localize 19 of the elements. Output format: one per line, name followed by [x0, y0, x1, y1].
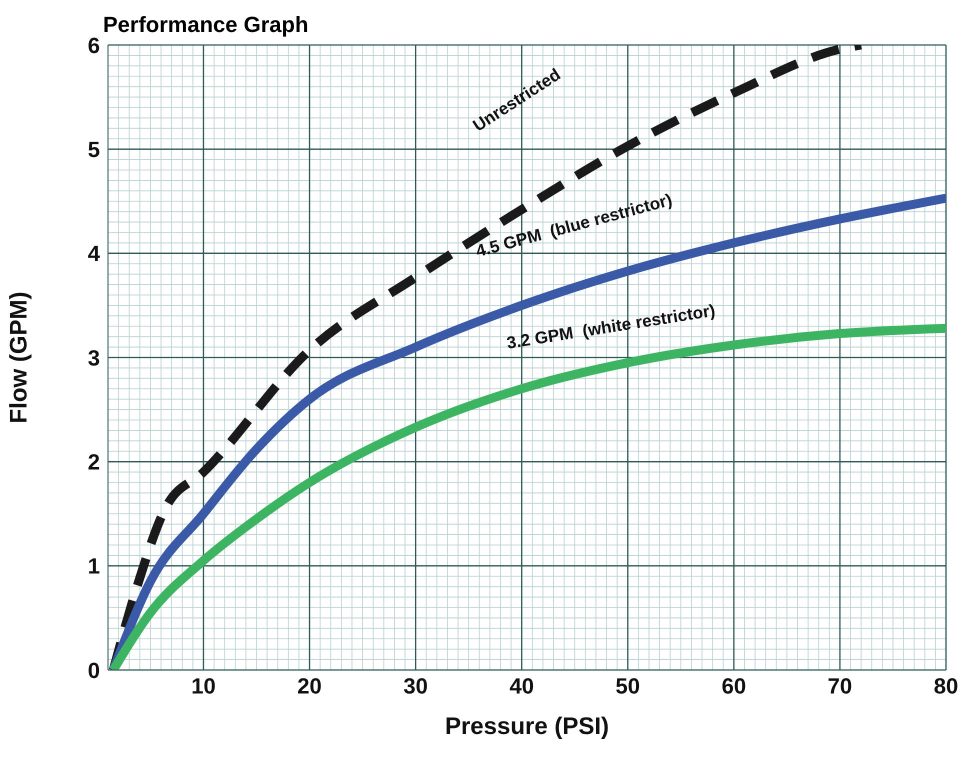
y-tick-label: 4 [88, 241, 101, 266]
x-tick-label: 50 [616, 674, 640, 699]
x-tick-label: 70 [828, 674, 852, 699]
x-axis-title: Pressure (PSI) [444, 713, 610, 740]
x-tick-label: 40 [509, 674, 534, 699]
x-tick-label: 80 [934, 674, 958, 699]
x-tick-label: 30 [403, 674, 428, 699]
y-tick-label: 6 [88, 32, 100, 58]
y-axis-title: Flow (GPM) [6, 292, 33, 424]
x-tick-label: 10 [191, 674, 216, 699]
y-tick-label: 5 [88, 136, 100, 162]
y-tick-label: 2 [88, 449, 100, 474]
y-tick-label: 1 [88, 554, 100, 579]
y-tick-label: 0 [88, 658, 100, 683]
text: 3.2 GPM (white restrictor) [505, 300, 716, 353]
x-tick-label: 20 [297, 674, 322, 699]
y-tick-label: 3 [88, 345, 100, 370]
chart-title: Performance Graph [103, 12, 308, 38]
x-tick-label: 60 [722, 674, 746, 699]
